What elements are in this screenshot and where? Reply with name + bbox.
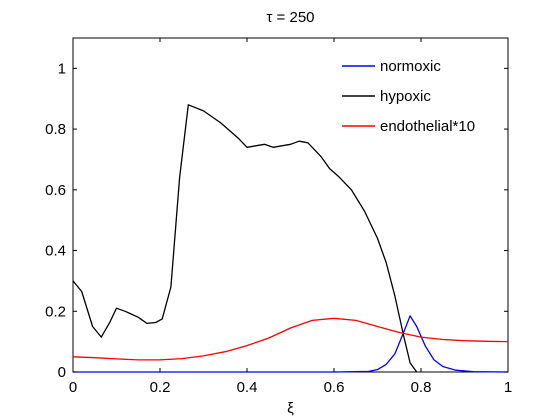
legend-label: normoxic xyxy=(380,58,441,75)
y-tick-label: 0.4 xyxy=(45,243,66,260)
axis-ticks: 0 0.2 0.4 0.6 0.8 1 0 0.2 0.4 0.6 0.8 1 xyxy=(45,38,512,396)
y-tick-label: 0.2 xyxy=(45,303,66,320)
x-tick-label: 0.6 xyxy=(324,379,345,396)
x-tick-label: 1 xyxy=(504,379,512,396)
legend-label: hypoxic xyxy=(380,88,431,105)
chart-title: τ = 250 xyxy=(266,9,314,26)
x-tick-label: 0.2 xyxy=(150,379,171,396)
series-line-0 xyxy=(73,315,509,373)
plot-area xyxy=(72,37,509,373)
x-axis-label: ξ xyxy=(287,400,294,417)
series-layer xyxy=(72,104,509,373)
y-tick-label: 0.6 xyxy=(45,182,66,199)
x-tick-label: 0.8 xyxy=(411,379,432,396)
x-tick-label: 0 xyxy=(69,379,77,396)
y-tick-label: 0.8 xyxy=(45,121,66,138)
series-line-1 xyxy=(72,104,418,373)
series-line-2 xyxy=(72,317,509,361)
x-tick-label: 0.4 xyxy=(237,379,258,396)
legend: normoxic hypoxic endothelial*10 xyxy=(342,58,475,135)
y-tick-label: 0 xyxy=(58,364,66,381)
legend-label: endothelial*10 xyxy=(380,118,475,135)
y-tick-label: 1 xyxy=(58,60,66,77)
